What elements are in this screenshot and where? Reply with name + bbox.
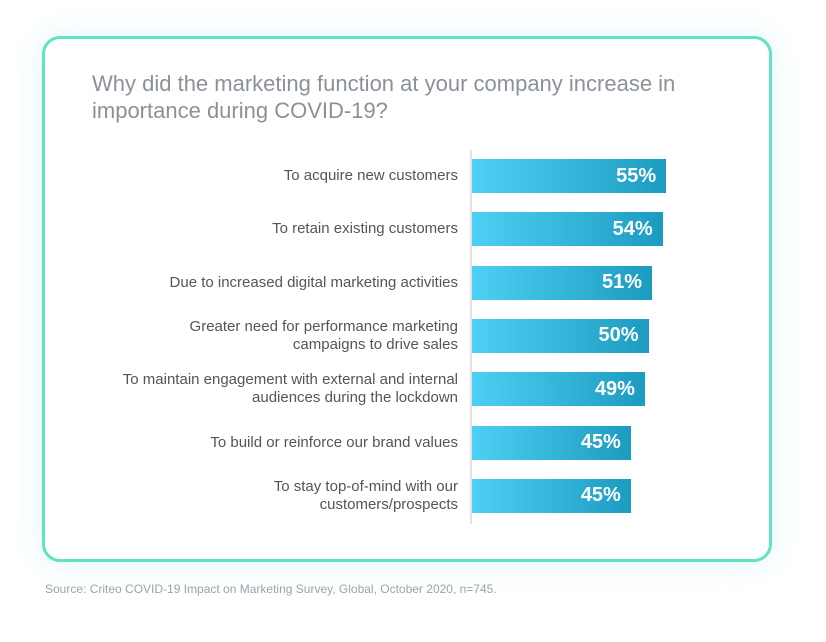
category-label: To build or reinforce our brand values xyxy=(210,433,458,451)
source-note: Source: Criteo COVID-19 Impact on Market… xyxy=(45,582,497,596)
category-label: To stay top-of-mind with our customers/p… xyxy=(273,477,458,513)
chart-title: Why did the marketing function at your c… xyxy=(92,71,676,123)
bar: 50% xyxy=(472,318,649,353)
category-label: To acquire new customers xyxy=(283,167,458,184)
data-label: 54% xyxy=(612,217,653,240)
bar-row: To build or reinforce our brand values 45… xyxy=(0,425,826,460)
data-label: 45% xyxy=(580,431,621,453)
bar: 45% xyxy=(472,425,631,460)
bar-row: Due to increased digital marketing activ… xyxy=(0,265,826,300)
category-label: Due to increased digital marketing activ… xyxy=(169,273,458,291)
data-label: 51% xyxy=(601,271,643,294)
bar: 51% xyxy=(472,265,653,300)
bar-row: Greater need for performance marketing c… xyxy=(0,317,826,353)
bar: 54% xyxy=(472,212,663,247)
bar: 55% xyxy=(472,159,667,193)
bar-row: To retain existing customers 54% xyxy=(0,212,826,247)
y-axis-line xyxy=(470,150,472,524)
category-label: Greater need for performance marketing c… xyxy=(189,317,458,353)
data-label: 49% xyxy=(594,377,635,400)
category-label: To maintain engagement with external and… xyxy=(122,371,458,407)
bar-row: To maintain engagement with external and… xyxy=(0,371,826,407)
category-label: To retain existing customers xyxy=(272,220,458,238)
data-label: 45% xyxy=(580,484,621,507)
bar: 49% xyxy=(472,372,645,407)
bar: 45% xyxy=(472,478,631,513)
bar-row: To stay top-of-mind with our customers/p… xyxy=(0,477,826,513)
data-label: 50% xyxy=(598,324,639,347)
bar-row: To acquire new customers 55% xyxy=(0,159,826,193)
data-label: 55% xyxy=(616,164,657,187)
